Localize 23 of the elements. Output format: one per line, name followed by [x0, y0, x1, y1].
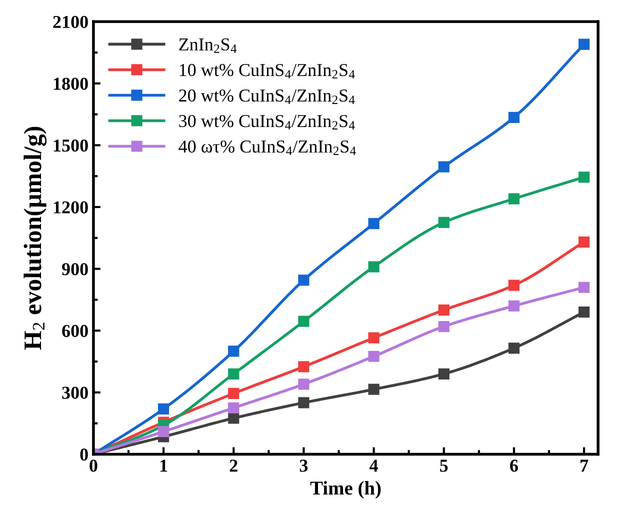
y-axis-title: H$_{2}$ evolution(μmol/g): [24, 126, 47, 350]
legend-label: 40 ωτ% CuInS$_{4}$/ZnIn$_{2}$S$_{4}$: [178, 140, 356, 155]
y-tick-label: 2100: [53, 16, 88, 28]
y-tick-label: 300: [62, 386, 88, 399]
y-tick-label: 0: [80, 448, 88, 461]
x-axis-title: Time (h): [310, 481, 381, 499]
y-tick-label: 1200: [54, 201, 88, 214]
legend-label: 10 wt% CuInS$_{4}$/ZnIn$_{2}$S$_{4}$: [180, 64, 355, 78]
x-tick-label: 4: [370, 460, 378, 472]
legend-label: ZnIn$_{2}$S$_{4}$: [179, 38, 237, 53]
y-tick-label: 900: [62, 263, 88, 276]
x-tick-label: 2: [230, 460, 238, 472]
x-tick-label: 5: [440, 460, 448, 472]
x-tick-label: 3: [300, 460, 308, 472]
x-tick-label: 6: [510, 460, 518, 472]
x-tick-label: 1: [160, 460, 168, 472]
legend-label: 20 wt% CuInS$_{4}$/ZnIn$_{2}$S$_{4}$: [179, 89, 355, 104]
x-tick-label: 7: [580, 460, 588, 472]
x-tick-label: 0: [90, 460, 98, 472]
y-tick-label: 600: [62, 324, 88, 338]
y-tick-label: 1500: [54, 139, 88, 152]
y-tick-label: 1800: [54, 78, 88, 90]
legend-label: 30 wt% CuInS$_{4}$/ZnIn$_{2}$S$_{4}$: [179, 114, 355, 130]
